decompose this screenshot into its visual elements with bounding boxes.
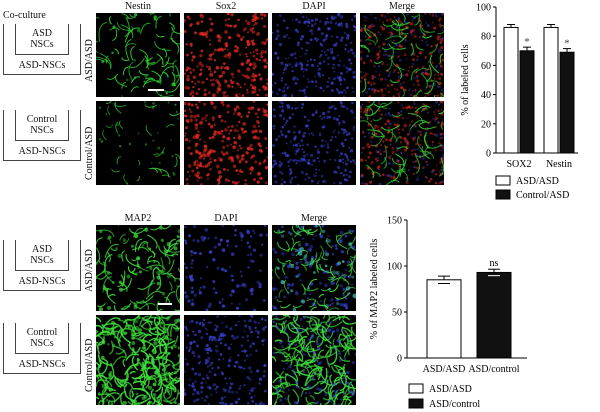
chart1-category-label: Nestin [546, 159, 572, 170]
chart-labeled-cells: 0 20 40 60 80 100 % of labeled cells * SOX2 * Nest… [460, 3, 578, 200]
header-nestin: Nestin [124, 1, 152, 12]
micrograph-map2-control [96, 315, 180, 405]
chart1-legend-label: Control/ASD [516, 190, 569, 200]
chart1-ytick-label: 20 [481, 119, 491, 130]
chart2-ytick-label: 150 [387, 216, 402, 227]
chart1-ytick-label: 0 [486, 149, 491, 160]
header-sox2: Sox2 [215, 1, 237, 12]
micrograph-nestin-asd [96, 13, 180, 97]
chart2-ylabel: % of MAP2 labeled cells [369, 239, 380, 340]
micrograph-sox2-asd [184, 13, 268, 97]
row-label-asd-asd: ASD/ASD [84, 39, 95, 82]
coculture-label: Co-culture [3, 10, 46, 21]
micrograph-merge-control [360, 101, 444, 185]
chart1-ylabel: % of labeled cells [460, 44, 471, 115]
chart2-category-label: ASD/ASD [423, 364, 466, 375]
chart1-bar [543, 26, 559, 154]
micrograph-merge-control-bottom [272, 315, 356, 405]
header-map2: MAP2 [124, 213, 152, 224]
chart1-legend-swatch [495, 175, 511, 186]
chart1-legend-swatch [495, 189, 511, 200]
chart1-ytick-label: 80 [481, 32, 491, 43]
micrograph-merge-asd-bottom [272, 225, 356, 311]
chart1-ytick-label: 100 [476, 3, 491, 14]
row-label-asd-asd-bottom: ASD/ASD [84, 249, 95, 292]
micrograph-nestin-control [96, 101, 180, 185]
chart2-ytick-label: 50 [392, 308, 402, 319]
micrograph-dapi-asd [272, 13, 356, 97]
coculture-schematic-control-bottom: Control NSCs ASD-NSCs [3, 323, 81, 375]
chart1-bar [503, 26, 519, 154]
chart2-legend-label: ASD/ASD [429, 384, 472, 395]
chart-map2-labeled-cells: 0 50 100 150 % of MAP2 labeled cells ASD/ASD n… [369, 216, 527, 410]
chart1-category-label: SOX2 [506, 159, 531, 170]
chart2-legend-label: ASD/control [429, 399, 480, 410]
chart2-ytick-label: 100 [387, 262, 402, 273]
chart2-legend-swatch [408, 398, 424, 409]
header-merge: Merge [389, 1, 415, 12]
micrograph-map2-asd [96, 225, 180, 311]
chart1-ytick-label: 40 [481, 90, 491, 101]
chart1-significance: * [524, 36, 530, 48]
header-merge-bottom: Merge [301, 213, 327, 224]
micrograph-dapi-asd-bottom [184, 225, 268, 311]
chart2-significance: ns [490, 258, 499, 269]
chart2-ytick-label: 0 [397, 354, 402, 365]
chart2-category-label: ASD/control [468, 364, 519, 375]
chart2-bar [426, 279, 462, 359]
chart2-legend-swatch [408, 383, 424, 394]
row-label-control-asd-bottom: Control/ASD [84, 338, 95, 392]
coculture-schematic-control: Control NSCs ASD-NSCs [3, 110, 81, 162]
chart1-legend-label: ASD/ASD [516, 176, 559, 187]
row-label-control-asd: Control/ASD [84, 126, 95, 180]
header-dapi-bottom: DAPI [214, 213, 238, 224]
chart1-bar [559, 51, 575, 154]
micrograph-sox2-control [184, 101, 268, 185]
coculture-schematic-asd-bottom: ASD NSCs ASD-NSCs [3, 240, 81, 292]
chart2-bar [476, 271, 512, 359]
micrograph-dapi-control [272, 101, 356, 185]
chart1-significance: * [564, 38, 570, 50]
coculture-schematic-asd: ASD NSCs ASD-NSCs [3, 24, 81, 76]
chart1-ytick-label: 60 [481, 61, 491, 72]
header-dapi: DAPI [302, 1, 326, 12]
micrograph-merge-asd [360, 13, 444, 97]
chart1-bar [519, 50, 535, 154]
micrograph-dapi-control-bottom [184, 315, 268, 405]
